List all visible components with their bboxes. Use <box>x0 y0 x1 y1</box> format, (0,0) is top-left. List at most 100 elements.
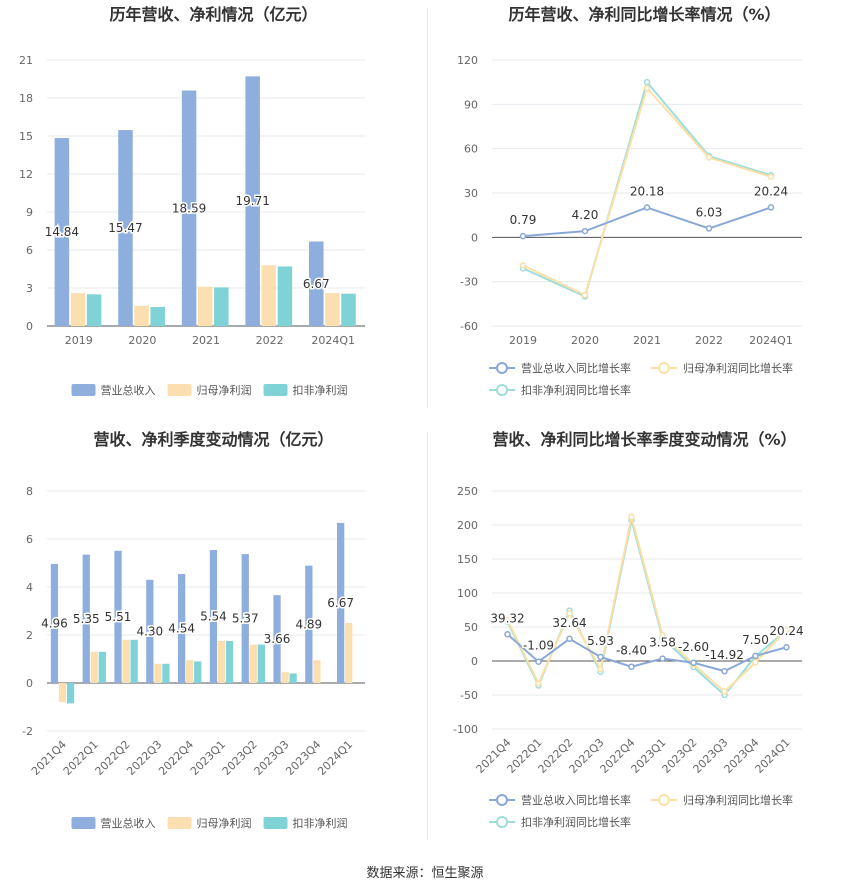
chart-title: 历年营收、净利同比增长率情况（%） <box>508 5 780 24</box>
line-data-label: 6.03 <box>696 205 723 219</box>
legend-label: 归母净利润同比增长率 <box>683 793 793 807</box>
y-tick-label: 12 <box>19 168 33 181</box>
bar-deducted-profit <box>162 663 170 683</box>
y-tick-label: 30 <box>464 187 478 200</box>
data-point <box>783 626 790 633</box>
chart-title: 营收、净利季度变动情况（亿元） <box>93 430 333 449</box>
y-tick-label: -50 <box>460 689 478 702</box>
annual-growth-rate-svg: 历年营收、净利同比增长率情况（%） -60 -30 0 30 60 90 120 2019 202… <box>457 5 802 397</box>
legend-marker <box>496 816 508 828</box>
data-point <box>519 262 527 269</box>
y-tick-label: 120 <box>457 54 478 67</box>
x-tick-label: 2024Q1 <box>315 738 355 778</box>
bar-deducted-profit <box>277 266 293 326</box>
legend-marker <box>496 794 508 806</box>
line-data-label: 4.20 <box>572 208 599 222</box>
legend-marker <box>658 794 670 806</box>
bar-revenue <box>50 563 59 683</box>
bar-revenue <box>337 522 345 683</box>
y-tick-label: 4 <box>26 581 33 594</box>
bar-deducted-profit <box>225 641 234 683</box>
x-tick-label: 2020 <box>128 334 156 347</box>
bar-net-profit <box>70 293 86 326</box>
y-tick-label: 2 <box>26 629 33 642</box>
bar-revenue <box>273 595 281 683</box>
y-tick-label: 21 <box>19 54 33 67</box>
bar-revenue <box>181 90 197 326</box>
legend-label: 扣非净利润 <box>293 816 348 830</box>
bar-revenue <box>118 130 133 326</box>
bar-data-label: 4.89 <box>295 617 322 631</box>
divider-top <box>427 8 428 408</box>
quarterly-growth-rate-chart: 营收、净利同比增长率季度变动情况（%） -100 -50 0 50 100 150 200 25… <box>427 425 850 845</box>
line-data-label: -2.60 <box>678 640 709 654</box>
x-tick-label: 2022 <box>695 334 723 347</box>
legend-marker <box>496 384 508 396</box>
annual-revenue-profit-chart: 历年营收、净利情况（亿元） 0 3 6 9 12 15 18 21 2019 2020 2021 202… <box>0 0 427 410</box>
line-data-label: 32.64 <box>552 616 586 630</box>
bar-revenue <box>54 138 70 326</box>
y-tick-label: -30 <box>460 276 478 289</box>
bar-revenue <box>245 76 260 326</box>
bar-data-label: 5.54 <box>200 610 227 624</box>
data-point <box>659 631 666 639</box>
legend-label: 营业总收入同比增长率 <box>521 793 631 807</box>
data-point <box>628 513 635 521</box>
bar-data-label: 4.96 <box>41 616 68 630</box>
y-tick-label: 100 <box>457 587 478 600</box>
legend-label: 营业总收入 <box>101 383 156 397</box>
annual-revenue-profit-svg: 历年营收、净利情况（亿元） 0 3 6 9 12 15 18 21 2019 2020 2021 202… <box>19 5 365 397</box>
chart-title: 营收、净利同比增长率季度变动情况（%） <box>492 430 796 449</box>
y-tick-label: -2 <box>22 725 33 738</box>
data-point <box>721 667 728 675</box>
bar-net-profit <box>217 641 226 683</box>
line-data-label: 0.79 <box>510 213 537 227</box>
y-tick-label: -100 <box>453 723 478 736</box>
series-line <box>522 206 772 238</box>
bar-data-label: 6.67 <box>327 596 354 610</box>
bar-net-profit <box>197 286 213 326</box>
bar-data-label: 19.71 <box>236 194 270 208</box>
bar-revenue <box>305 565 313 683</box>
y-tick-label: 0 <box>26 677 33 690</box>
quarterly-growth-rate-svg: 营收、净利同比增长率季度变动情况（%） -100 -50 0 50 100 150 200 25… <box>453 430 805 829</box>
data-point <box>752 659 759 666</box>
bar-net-profit <box>261 265 277 326</box>
bar-revenue <box>82 554 90 683</box>
y-tick-label: 0 <box>26 320 33 333</box>
x-tick-label: 2022 <box>256 334 284 347</box>
line-data-label: 5.93 <box>587 634 614 648</box>
bar-net-profit <box>134 305 149 326</box>
y-tick-label: 18 <box>19 92 33 105</box>
data-point <box>597 653 604 661</box>
legend-label: 营业总收入同比增长率 <box>521 361 631 375</box>
line-data-label: 20.18 <box>630 185 664 199</box>
x-tick-label: 2019 <box>509 334 537 347</box>
data-point <box>581 291 589 299</box>
bar-net-profit <box>122 639 130 683</box>
y-tick-label: 200 <box>457 519 478 532</box>
x-tick-label: 2019 <box>65 334 93 347</box>
bar-net-profit <box>154 663 162 683</box>
y-tick-label: 150 <box>457 553 478 566</box>
legend-label: 归母净利润 <box>197 816 252 830</box>
bar-deducted-profit <box>257 644 265 683</box>
y-tick-label: 90 <box>464 98 478 111</box>
legend-swatch <box>167 384 192 396</box>
data-point <box>628 663 635 670</box>
bar-deducted-profit <box>150 307 165 326</box>
y-tick-label: 50 <box>464 621 478 634</box>
bar-deducted-profit <box>341 293 356 326</box>
bar-net-profit <box>90 651 98 683</box>
bar-net-profit <box>249 644 257 683</box>
data-point <box>705 225 713 232</box>
y-tick-label: -60 <box>460 320 478 333</box>
line-data-label: -8.40 <box>616 644 647 658</box>
y-tick-label: 3 <box>26 282 33 295</box>
bar-data-label: 18.59 <box>172 201 206 215</box>
legend-label: 扣非净利润同比增长率 <box>521 383 631 397</box>
data-point <box>767 204 775 211</box>
x-tick-label: 2024Q1 <box>311 334 355 347</box>
bar-data-label: 4.54 <box>168 622 195 636</box>
bar-revenue <box>309 241 324 326</box>
